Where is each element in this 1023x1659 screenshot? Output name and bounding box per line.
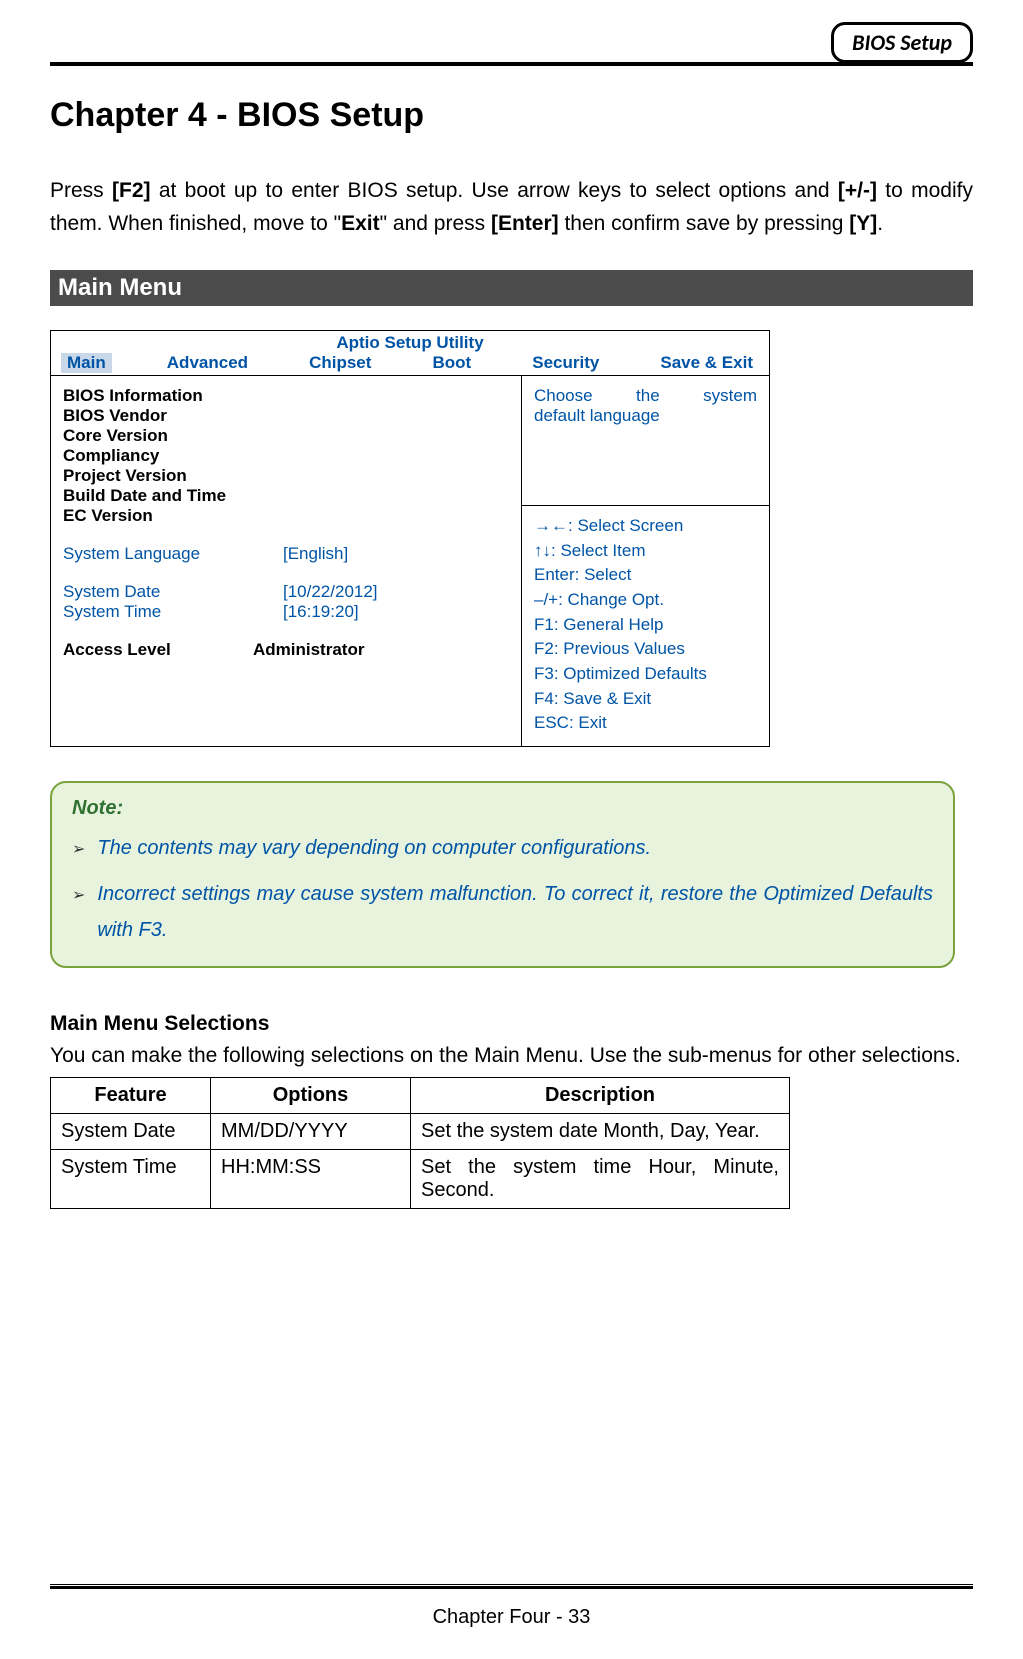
chapter-title: Chapter 4 - BIOS Setup [50,96,973,135]
bios-info-row: BIOS Vendor [63,406,509,426]
tab-advanced[interactable]: Advanced [161,353,254,373]
bios-key-line: F1: General Help [534,613,757,638]
bios-key-line: →←: Select Screen [534,514,757,539]
cell-options: MM/DD/YYYY [211,1114,411,1150]
system-time-value: [16:19:20] [283,602,359,622]
bullet-icon: ➢ [72,882,85,911]
bios-info-row: Project Version [63,466,509,486]
key-enter: [Enter] [491,212,559,235]
access-level-row: Access Level Administrator [63,640,509,660]
system-language-label: System Language [63,544,283,564]
bios-key-line: ↑↓: Select Item [534,539,757,564]
bios-info-row: BIOS Information [63,386,509,406]
bios-help-line: Choose the system [534,386,757,406]
header-label: BIOS Setup [831,22,973,63]
intro-text: then confirm save by pressing [559,212,850,235]
intro-paragraph: Press [F2] at boot up to enter BIOS setu… [50,175,973,240]
note-item: ➢ Incorrect settings may cause system ma… [72,876,933,948]
bios-info-row: Core Version [63,426,509,446]
selections-heading: Main Menu Selections [50,1012,973,1036]
note-item: ➢ The contents may vary depending on com… [72,830,933,866]
key-f2: [F2] [112,179,151,202]
note-title: Note: [72,797,933,820]
system-language-value: [English] [283,544,348,564]
intro-text: " and press [380,212,491,235]
note-box: Note: ➢ The contents may vary depending … [50,781,955,968]
bios-info-row: Build Date and Time [63,486,509,506]
cell-feature: System Date [51,1114,211,1150]
bullet-icon: ➢ [72,836,85,865]
bios-help-line: default language [534,406,757,426]
footer-rule [50,1584,973,1589]
system-time-row[interactable]: System Time [16:19:20] [63,602,509,622]
tab-security[interactable]: Security [526,353,605,373]
cell-options: HH:MM:SS [211,1150,411,1209]
system-date-label: System Date [63,582,283,602]
bios-key-line: –/+: Change Opt. [534,588,757,613]
bios-key-help: →←: Select Screen ↑↓: Select Item Enter:… [522,506,769,746]
cell-feature: System Time [51,1150,211,1209]
tab-chipset[interactable]: Chipset [303,353,377,373]
bios-panel: Aptio Setup Utility Main Advanced Chipse… [50,330,770,747]
bios-tabs: Main Advanced Chipset Boot Security Save… [51,353,769,376]
footer-text: Chapter Four - 33 [0,1606,1023,1629]
intro-text: Press [50,179,112,202]
key-plusminus: [+/-] [838,179,877,202]
bios-utility-title: Aptio Setup Utility [51,331,769,353]
key-exit: Exit [341,212,380,235]
tab-save-exit[interactable]: Save & Exit [654,353,759,373]
system-language-row[interactable]: System Language [English] [63,544,509,564]
table-row: System Date MM/DD/YYYY Set the system da… [51,1114,790,1150]
tab-boot[interactable]: Boot [426,353,477,373]
key-y: [Y] [849,212,877,235]
intro-text: . [877,212,883,235]
table-header-row: Feature Options Description [51,1078,790,1114]
cell-description: Set the system time Hour, Minute, Second… [411,1150,790,1209]
cell-description: Set the system date Month, Day, Year. [411,1114,790,1150]
col-options: Options [211,1078,411,1114]
header-rule [50,62,973,66]
note-text: The contents may vary depending on compu… [97,830,933,866]
system-time-label: System Time [63,602,283,622]
bios-key-line: F2: Previous Values [534,637,757,662]
bios-info-row: Compliancy [63,446,509,466]
bios-key-line: F3: Optimized Defaults [534,662,757,687]
table-row: System Time HH:MM:SS Set the system time… [51,1150,790,1209]
col-feature: Feature [51,1078,211,1114]
tab-main[interactable]: Main [61,353,112,373]
col-description: Description [411,1078,790,1114]
selections-intro: You can make the following selections on… [50,1040,973,1072]
note-text: Incorrect settings may cause system malf… [97,876,933,948]
selections-table: Feature Options Description System Date … [50,1077,790,1209]
bios-help-description: Choose the system default language [522,376,769,506]
access-level-value: Administrator [253,640,364,660]
system-date-value: [10/22/2012] [283,582,378,602]
bios-info-row: EC Version [63,506,509,526]
bios-key-line: ESC: Exit [534,711,757,736]
access-level-label: Access Level [63,640,253,660]
bios-key-line: F4: Save & Exit [534,687,757,712]
system-date-row[interactable]: System Date [10/22/2012] [63,582,509,602]
intro-text: at boot up to enter BIOS setup. Use arro… [151,179,838,202]
bios-left-pane: BIOS Information BIOS Vendor Core Versio… [51,376,521,746]
bios-key-line: Enter: Select [534,563,757,588]
section-main-menu: Main Menu [50,270,973,306]
